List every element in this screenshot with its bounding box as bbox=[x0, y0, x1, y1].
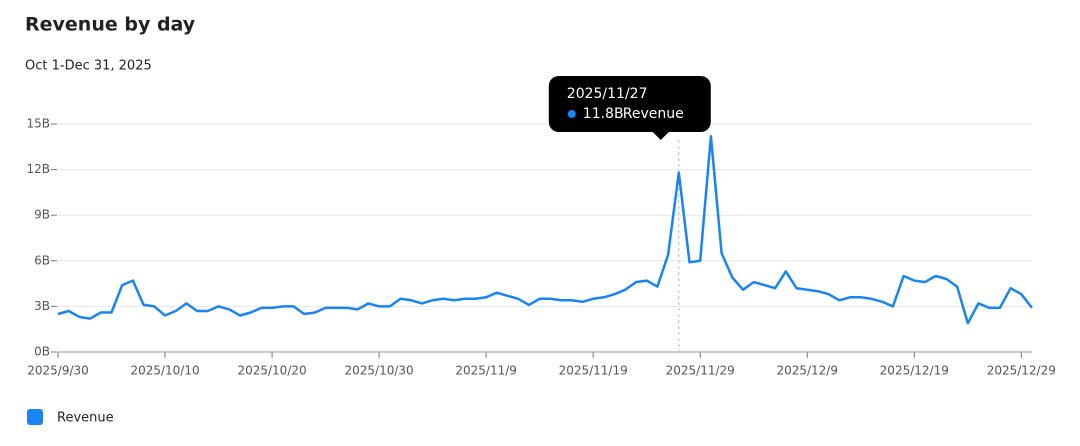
x-tick-label: 2025/12/19 bbox=[880, 364, 949, 378]
x-tick-label: 2025/12/9 bbox=[776, 364, 838, 378]
x-tick-label: 2025/10/10 bbox=[130, 364, 199, 378]
tooltip-value: 11.8B bbox=[583, 106, 624, 122]
tooltip-box bbox=[548, 76, 711, 140]
x-tick-label: 2025/11/29 bbox=[666, 364, 735, 378]
x-tick-label: 2025/9/30 bbox=[27, 364, 89, 378]
chart-subtitle: Oct 1-Dec 31, 2025 bbox=[25, 59, 152, 74]
series-line bbox=[57, 134, 1033, 325]
tooltip-title: 2025/11/27 bbox=[567, 86, 648, 102]
y-tick-label: 3B bbox=[34, 299, 50, 313]
y-tick-label: 12B bbox=[26, 162, 50, 176]
x-tick-label: 2025/10/30 bbox=[345, 364, 414, 378]
x-tick-label: 2025/11/9 bbox=[455, 364, 517, 378]
tooltip-dot bbox=[567, 110, 576, 118]
legend-swatch bbox=[27, 409, 43, 425]
chart-title: Revenue by day bbox=[25, 14, 196, 36]
tooltip-series: Revenue bbox=[623, 106, 684, 122]
y-tick-label: 9B bbox=[34, 208, 50, 222]
x-tick-label: 2025/12/29 bbox=[987, 364, 1056, 378]
y-tick-label: 0B bbox=[34, 345, 50, 359]
tooltip: 2025/11/27 11.8B Revenue bbox=[548, 76, 711, 140]
y-tick-label: 6B bbox=[34, 253, 50, 267]
x-tick-label: 2025/11/19 bbox=[559, 364, 628, 378]
x-tick-label: 2025/10/20 bbox=[237, 364, 306, 378]
legend-label: Revenue bbox=[57, 411, 114, 426]
y-tick-label: 15B bbox=[26, 117, 50, 131]
